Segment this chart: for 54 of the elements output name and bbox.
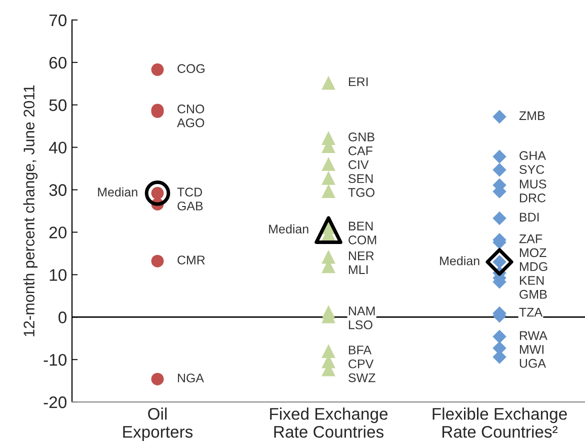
data-label: BDI xyxy=(520,212,539,222)
data-label: CPV xyxy=(348,359,374,368)
data-label: CAF xyxy=(348,146,372,156)
data-label: ERI xyxy=(348,77,368,86)
data-label: SWZ xyxy=(348,373,376,382)
y-tick-label: 60 xyxy=(49,56,66,69)
y-tick-label: 10 xyxy=(50,269,66,281)
data-label: LSO xyxy=(348,320,372,330)
y-tick-label: 50 xyxy=(49,99,66,112)
data-label: CNO xyxy=(178,104,204,114)
data-label: GHA xyxy=(520,151,546,160)
y-tick-label: 20 xyxy=(49,226,66,238)
data-label: ZAF xyxy=(519,234,542,244)
data-label: TZA xyxy=(519,308,543,317)
y-tick-label: 30 xyxy=(49,184,66,196)
data-label: SEN xyxy=(348,174,373,184)
y-axis-title: 12-month percent change, June 2011 xyxy=(23,85,38,336)
data-label: GNB xyxy=(348,132,374,142)
data-label: COM xyxy=(348,236,376,244)
annotation: Median xyxy=(98,187,138,197)
data-label: CMR xyxy=(178,256,205,264)
data-label: AGO xyxy=(176,118,204,128)
data-label: MUS xyxy=(520,180,546,188)
y-tick-label: -20 xyxy=(44,396,66,408)
data-label: RWA xyxy=(520,331,548,340)
y-tick-label: 0 xyxy=(58,312,66,324)
data-label: MOZ xyxy=(520,248,546,258)
data-label: BEN xyxy=(348,222,373,230)
data-label: NGA xyxy=(178,374,204,382)
data-label: DRC xyxy=(520,194,546,202)
data-label: MWI xyxy=(520,345,544,354)
x-tick-label: Fixed Exchange Rate Countries xyxy=(270,408,388,438)
data-label: MLI xyxy=(348,265,368,274)
annotation: Median xyxy=(440,256,480,266)
data-label: GAB xyxy=(178,202,203,210)
data-label: UGA xyxy=(520,358,546,368)
annotation: Median xyxy=(269,224,308,234)
data-label: COG xyxy=(178,64,204,74)
data-label: KEN xyxy=(520,276,544,285)
data-label: BFA xyxy=(348,346,372,354)
y-tick-label: 70 xyxy=(49,14,66,26)
data-label: CIV xyxy=(348,160,369,170)
data-label: NAM xyxy=(348,306,375,316)
x-tick-label: Flexible Exchange Rate Countries² xyxy=(432,408,567,438)
data-label: GMB xyxy=(520,290,547,299)
data-label: ZMB xyxy=(519,111,545,120)
y-tick-label: 40 xyxy=(48,142,66,154)
data-label: SYC xyxy=(520,165,544,174)
data-label: TGO xyxy=(348,188,374,197)
data-label: NER xyxy=(348,251,374,260)
x-tick-label: Oil Exporters xyxy=(123,408,193,442)
y-tick-label: -10 xyxy=(44,354,66,366)
data-label: MDG xyxy=(520,262,548,271)
data-label: TCD xyxy=(177,188,202,197)
